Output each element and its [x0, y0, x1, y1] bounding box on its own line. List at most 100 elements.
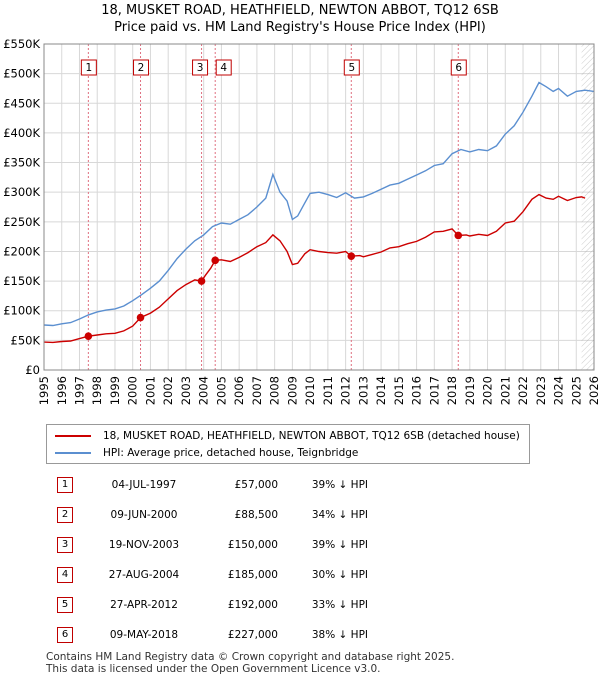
x-tick-label: 1995 [37, 376, 51, 405]
row-date: 04-JUL-1997 [111, 479, 177, 491]
x-tick-label: 2017 [427, 376, 441, 405]
y-tick-label: £550K [3, 37, 40, 51]
table-row: 3 19-NOV-2003 £150,000 39% ↓ HPI [40, 530, 368, 560]
sale-label-text: 6 [455, 62, 462, 74]
sale-label-text: 3 [197, 62, 204, 74]
footer-licence: This data is licensed under the Open Gov… [46, 663, 381, 675]
row-price: £150,000 [227, 539, 278, 551]
row-number: 3 [40, 530, 90, 560]
table-row: 6 09-MAY-2018 £227,000 38% ↓ HPI [40, 620, 368, 650]
sale-label-text: 2 [138, 62, 145, 74]
sale-point [347, 252, 356, 260]
row-hpi-diff: 30% ↓ HPI [311, 569, 368, 581]
row-date: 27-AUG-2004 [108, 569, 180, 581]
row-hpi-diff: 38% ↓ HPI [311, 629, 368, 641]
y-tick-label: £300K [3, 185, 40, 199]
y-tick-label: £400K [3, 126, 40, 140]
chart-subtitle: Price paid vs. HM Land Registry's House … [114, 20, 486, 35]
y-tick-label: £500K [3, 67, 40, 81]
footer-copyright: Contains HM Land Registry data © Crown c… [46, 651, 455, 663]
sale-label-text: 4 [220, 62, 227, 74]
sale-label-box [80, 59, 97, 76]
sale-label-box [215, 59, 232, 76]
x-tick-label: 1998 [90, 376, 104, 405]
table-row: 2 09-JUN-2000 £88,500 34% ↓ HPI [40, 500, 368, 530]
x-tick-label: 1996 [55, 376, 69, 405]
axes: £0 £50K £100K £150K £200K £250K £300K £350K £400… [3, 37, 600, 405]
legend-item-property: 18, MUSKET ROAD, HEATHFIELD, NEWTON ABBO… [55, 427, 520, 445]
legend-label-hpi: HPI: Average price, detached house, Teig… [103, 447, 359, 459]
x-tick-label: 2014 [374, 376, 388, 405]
row-number-badge: 4 [57, 567, 73, 583]
row-date: 09-JUN-2000 [110, 509, 178, 521]
sale-markers [87, 44, 459, 370]
sale-label-box [133, 59, 150, 76]
y-tick-label: £250K [3, 215, 40, 229]
y-tick-label: £0 [25, 363, 40, 377]
x-tick-label: 2024 [552, 376, 566, 405]
row-price: £192,000 [227, 599, 278, 611]
forecast-hatch [581, 44, 594, 370]
x-tick-label: 2011 [321, 376, 335, 405]
price-chart: 18, MUSKET ROAD, HEATHFIELD, NEWTON ABBO… [3, 3, 600, 405]
sale-point [197, 277, 206, 285]
row-date: 27-APR-2012 [110, 599, 178, 611]
y-tick-label: £200K [3, 244, 40, 258]
x-tick-label: 2004 [197, 376, 211, 405]
sale-label-box [343, 59, 360, 76]
x-tick-label: 2020 [481, 376, 495, 405]
plot-border [43, 43, 595, 371]
chart-title: 18, MUSKET ROAD, HEATHFIELD, NEWTON ABBO… [101, 3, 499, 18]
x-tick-label: 2018 [445, 376, 459, 405]
row-number-badge: 2 [57, 507, 73, 523]
row-hpi-diff: 33% ↓ HPI [311, 599, 368, 611]
y-tick-label: £350K [3, 156, 40, 170]
x-tick-label: 2026 [587, 376, 600, 405]
x-tick-label: 2005 [214, 376, 228, 405]
x-tick-label: 2025 [569, 376, 583, 405]
sale-point [136, 313, 145, 322]
x-tick-label: 2016 [410, 376, 424, 405]
legend-swatch-property [55, 435, 91, 437]
x-tick-label: 2008 [268, 376, 282, 405]
x-tick-label: 2000 [126, 376, 140, 405]
x-tick-label: 2015 [392, 376, 406, 405]
row-number-badge: 6 [57, 627, 73, 643]
transactions-table: 1 04-JUL-1997 £57,000 39% ↓ HPI 2 09-JUN-2000… [40, 470, 368, 650]
x-tick-label: 2010 [303, 376, 317, 405]
legend: 18, MUSKET ROAD, HEATHFIELD, NEWTON ABBO… [46, 424, 530, 464]
row-number: 6 [40, 620, 90, 650]
x-tick-label: 2001 [143, 376, 157, 405]
hpi-line [43, 81, 595, 327]
row-number: 5 [40, 590, 90, 620]
x-tick-label: 2013 [356, 376, 370, 405]
x-tick-label: 2009 [285, 376, 299, 405]
sale-points [84, 231, 463, 341]
x-tick-label: 1997 [73, 376, 87, 405]
x-tick-label: 2002 [161, 376, 175, 405]
row-price: £88,500 [234, 509, 278, 521]
table-row: 1 04-JUL-1997 £57,000 39% ↓ HPI [40, 470, 368, 500]
y-tick-label: £100K [3, 304, 40, 318]
row-hpi-diff: 34% ↓ HPI [311, 509, 368, 521]
row-price: £227,000 [227, 629, 278, 641]
sale-label-text: 5 [348, 62, 355, 74]
row-date: 09-MAY-2018 [109, 629, 179, 641]
x-tick-label: 2022 [516, 376, 530, 405]
row-number-badge: 1 [57, 477, 73, 493]
row-price: £57,000 [234, 479, 278, 491]
row-number: 4 [40, 560, 90, 590]
row-number: 1 [40, 470, 90, 500]
sale-point [454, 231, 463, 240]
legend-label-property: 18, MUSKET ROAD, HEATHFIELD, NEWTON ABBO… [103, 430, 520, 442]
x-tick-label: 2007 [250, 376, 264, 405]
row-number-badge: 5 [57, 597, 73, 613]
x-tick-label: 2023 [534, 376, 548, 405]
x-tick-label: 2006 [232, 376, 246, 405]
sale-point [211, 256, 220, 265]
grid [43, 43, 595, 371]
forecast-region [581, 44, 594, 370]
sale-label-box [450, 59, 467, 76]
x-tick-label: 1999 [108, 376, 122, 405]
y-tick-label: £450K [3, 96, 40, 110]
